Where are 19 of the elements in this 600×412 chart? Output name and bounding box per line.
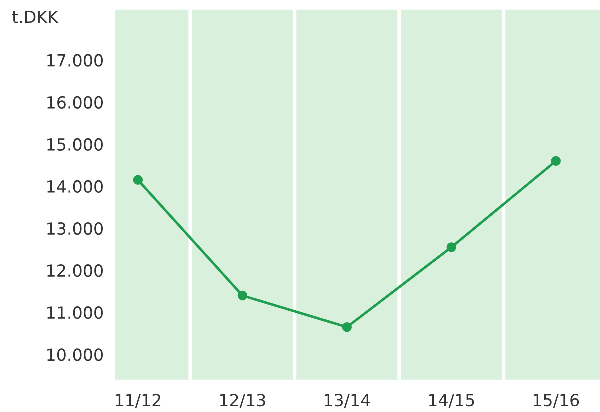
x-tick-label: 13/14 xyxy=(324,394,370,408)
x-tick-label: 11/12 xyxy=(116,394,161,408)
point xyxy=(446,242,456,252)
y-tick-label: 13.000 xyxy=(48,222,103,236)
point xyxy=(342,322,352,332)
y-tick-label: 14.000 xyxy=(48,180,103,194)
point xyxy=(133,175,144,186)
y-tick-label: 17.000 xyxy=(48,54,103,67)
y-axis-title: t.DKK xyxy=(12,10,59,24)
y-tick-label: 12.000 xyxy=(48,264,103,278)
y-tick-label: 15.000 xyxy=(48,138,103,151)
y-tick-label: 11.000 xyxy=(48,306,103,320)
x-tick-label: 14/15 xyxy=(429,394,474,408)
y-tick-label: 16.000 xyxy=(48,96,103,109)
x-tick-label: 15/16 xyxy=(534,394,580,408)
point xyxy=(551,156,561,166)
x-tick-label: 12/13 xyxy=(220,394,266,408)
y-tick-label: 10.000 xyxy=(48,348,103,362)
point xyxy=(238,290,248,301)
